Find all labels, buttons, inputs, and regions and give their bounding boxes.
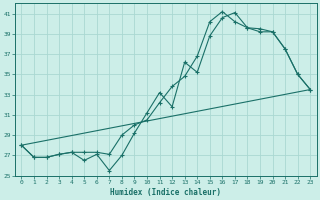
X-axis label: Humidex (Indice chaleur): Humidex (Indice chaleur) <box>110 188 221 197</box>
